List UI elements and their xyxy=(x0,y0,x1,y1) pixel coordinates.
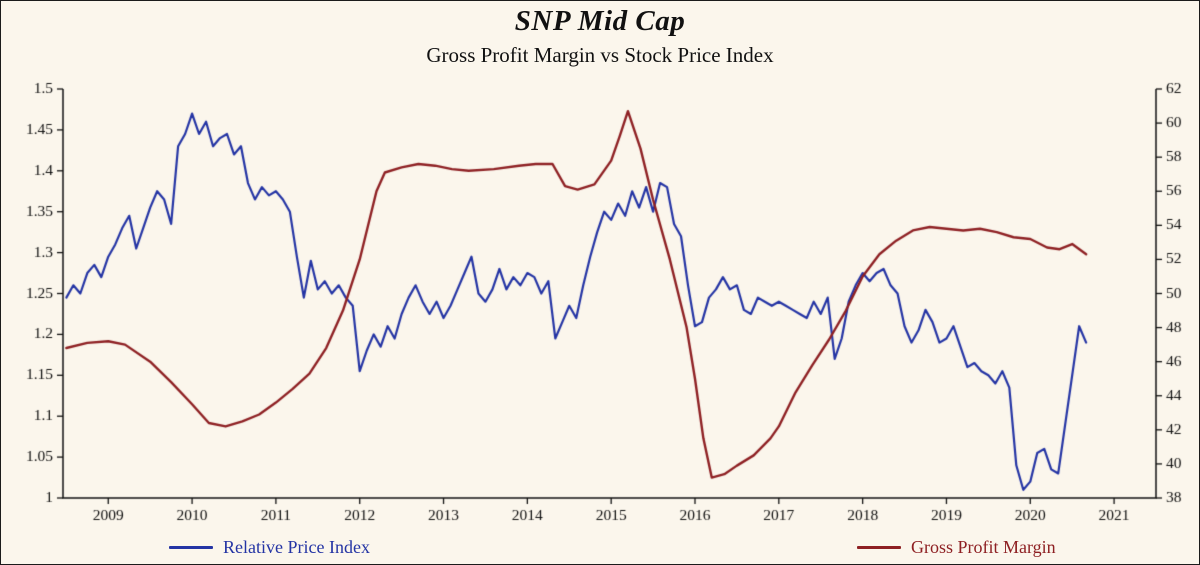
red-line-swatch xyxy=(857,546,901,549)
blue-line-swatch xyxy=(169,546,213,549)
legend-label-relative-price-index: Relative Price Index xyxy=(223,537,370,557)
legend-item-gross-profit-margin: Gross Profit Margin xyxy=(857,537,1056,558)
chart-subtitle: Gross Profit Margin vs Stock Price Index xyxy=(426,43,774,67)
chart-title: SNP Mid Cap xyxy=(514,5,686,37)
legend-label-gross-profit-margin: Gross Profit Margin xyxy=(911,537,1056,557)
legend-item-relative-price-index: Relative Price Index xyxy=(169,537,370,558)
chart-canvas xyxy=(1,76,1199,536)
